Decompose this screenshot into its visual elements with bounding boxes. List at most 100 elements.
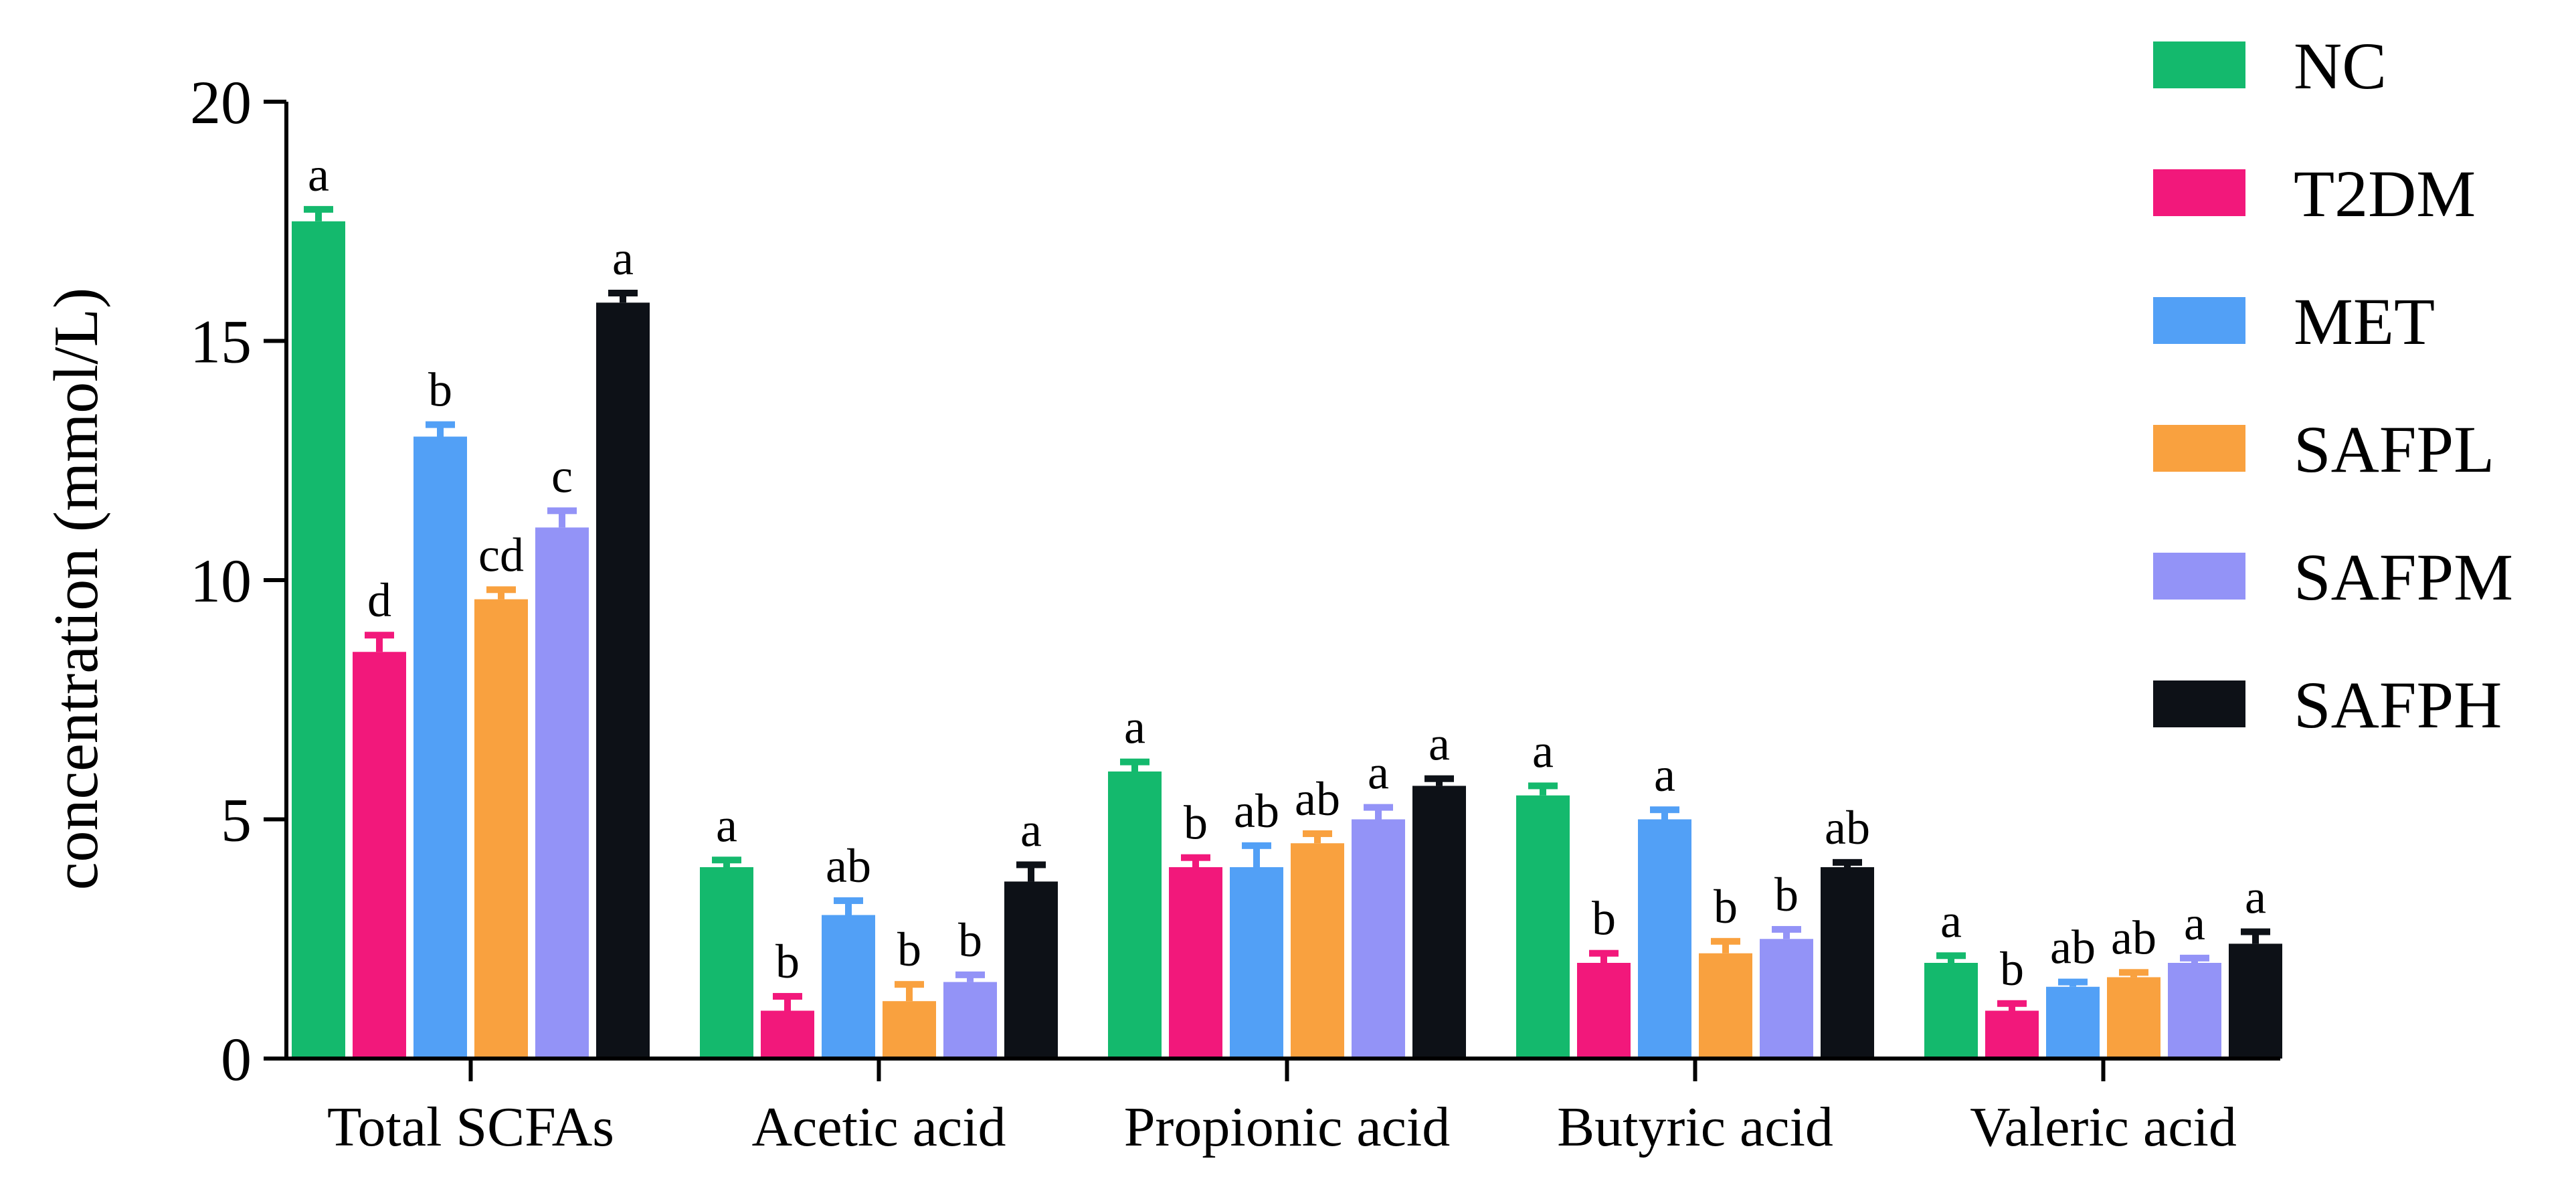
bar-safph-1	[1004, 881, 1058, 1059]
error-bar-safph-1	[1028, 864, 1034, 882]
bar-t2dm-0	[353, 652, 406, 1059]
significance-label-nc-0: a	[308, 148, 329, 201]
error-cap-safpm-0	[547, 507, 577, 515]
error-bar-nc-1	[723, 860, 730, 867]
legend-swatch-t2dm	[2153, 169, 2245, 216]
bar-safpm-1	[943, 982, 997, 1059]
bar-safpm-2	[1352, 819, 1405, 1059]
significance-label-t2dm-0: d	[367, 573, 391, 627]
error-bar-safpl-0	[498, 589, 504, 600]
error-cap-nc-1	[712, 856, 741, 864]
bar-t2dm-4	[1985, 1010, 2039, 1059]
error-bar-t2dm-3	[1600, 953, 1607, 963]
error-bar-nc-4	[1948, 955, 1954, 963]
bar-safph-0	[596, 302, 650, 1059]
error-cap-safpl-4	[2119, 969, 2148, 976]
error-cap-t2dm-0	[365, 632, 394, 639]
y-tick-label-20: 20	[190, 68, 252, 136]
significance-label-t2dm-4: b	[2000, 942, 2024, 996]
significance-label-safph-0: a	[612, 232, 634, 285]
y-tick-label-0: 0	[221, 1025, 252, 1093]
bar-t2dm-1	[761, 1010, 814, 1059]
bar-met-3	[1638, 819, 1691, 1059]
bar-nc-1	[700, 867, 753, 1059]
error-cap-safph-2	[1424, 775, 1454, 782]
significance-label-safpm-2: a	[1368, 746, 1389, 800]
error-cap-t2dm-2	[1181, 854, 1210, 861]
legend-swatch-safpl	[2153, 425, 2245, 472]
error-cap-safph-4	[2241, 928, 2270, 935]
x-tick-label-1: Acetic acid	[751, 1096, 1006, 1158]
y-tick-label-15: 15	[190, 308, 252, 376]
error-bar-safpm-3	[1783, 929, 1790, 939]
significance-label-nc-2: a	[1124, 701, 1145, 754]
error-bar-met-3	[1661, 810, 1668, 820]
legend-swatch-safpm	[2153, 553, 2245, 600]
significance-label-safpm-0: c	[551, 449, 573, 503]
significance-label-t2dm-3: b	[1592, 892, 1616, 945]
error-bar-t2dm-4	[2009, 1003, 2015, 1011]
error-cap-safpl-2	[1303, 830, 1332, 837]
significance-label-safpm-3: b	[1774, 868, 1799, 921]
legend-label-safpm: SAFPM	[2294, 540, 2513, 614]
significance-label-met-4: ab	[2050, 921, 2096, 974]
legend-label-safpl: SAFPL	[2294, 412, 2494, 486]
error-cap-met-0	[426, 421, 455, 428]
y-axis-title: concentration (mmol/L)	[41, 288, 111, 891]
error-cap-met-2	[1242, 842, 1271, 849]
error-cap-t2dm-3	[1589, 949, 1619, 957]
significance-label-safph-3: ab	[1825, 801, 1870, 854]
bar-safpl-1	[883, 1001, 936, 1059]
error-cap-nc-0	[304, 205, 333, 213]
legend-label-nc: NC	[2294, 29, 2387, 103]
legend-label-met: MET	[2294, 284, 2435, 359]
bar-safpl-2	[1291, 843, 1344, 1059]
bar-safpl-0	[474, 599, 528, 1059]
bar-safph-2	[1412, 786, 1466, 1059]
error-cap-safph-0	[608, 290, 638, 296]
error-bar-safph-2	[1436, 778, 1443, 786]
bar-met-1	[822, 915, 875, 1059]
bar-nc-0	[292, 221, 345, 1059]
significance-label-safpl-1: b	[897, 923, 921, 976]
bar-safpm-0	[535, 527, 589, 1059]
error-cap-safph-3	[1833, 858, 1862, 866]
significance-label-nc-1: a	[716, 798, 737, 852]
error-bar-safph-0	[620, 293, 626, 303]
legend-swatch-nc	[2153, 41, 2245, 88]
significance-label-safph-1: a	[1020, 803, 1042, 856]
error-bar-safph-4	[2252, 931, 2259, 944]
significance-label-met-3: a	[1654, 748, 1675, 802]
bar-safpl-4	[2107, 977, 2160, 1059]
error-cap-safpm-2	[1364, 804, 1393, 811]
significance-label-t2dm-1: b	[775, 935, 800, 988]
error-bar-safpl-3	[1722, 941, 1729, 953]
error-cap-safpm-1	[955, 971, 985, 978]
legend-label-t2dm: T2DM	[2294, 157, 2476, 231]
bar-nc-2	[1108, 771, 1162, 1059]
error-bar-met-1	[845, 901, 852, 915]
bar-t2dm-2	[1169, 867, 1222, 1059]
significance-label-t2dm-2: b	[1184, 796, 1208, 850]
error-cap-safpl-3	[1711, 937, 1740, 945]
bar-met-0	[413, 436, 467, 1059]
error-bar-t2dm-1	[784, 996, 791, 1011]
legend-swatch-met	[2153, 297, 2245, 344]
error-bar-t2dm-2	[1192, 857, 1199, 867]
error-cap-safpl-1	[895, 981, 924, 988]
error-bar-safpm-0	[559, 511, 565, 528]
bar-safpl-3	[1699, 953, 1752, 1059]
error-bar-nc-2	[1131, 761, 1138, 771]
error-cap-met-1	[834, 897, 863, 905]
error-cap-safph-1	[1016, 861, 1046, 869]
legend: NC T2DM MET SAFPL SAFPM SAFPH	[2153, 29, 2513, 742]
bar-safph-3	[1821, 867, 1874, 1059]
x-tick-label-4: Valeric acid	[1970, 1096, 2237, 1158]
bar-nc-3	[1516, 795, 1570, 1059]
significance-label-safpl-2: ab	[1295, 772, 1340, 826]
significance-label-safpl-0: cd	[478, 528, 524, 581]
error-cap-nc-3	[1528, 782, 1558, 790]
significance-label-safpm-1: b	[958, 913, 982, 967]
error-cap-safpl-0	[486, 586, 516, 594]
